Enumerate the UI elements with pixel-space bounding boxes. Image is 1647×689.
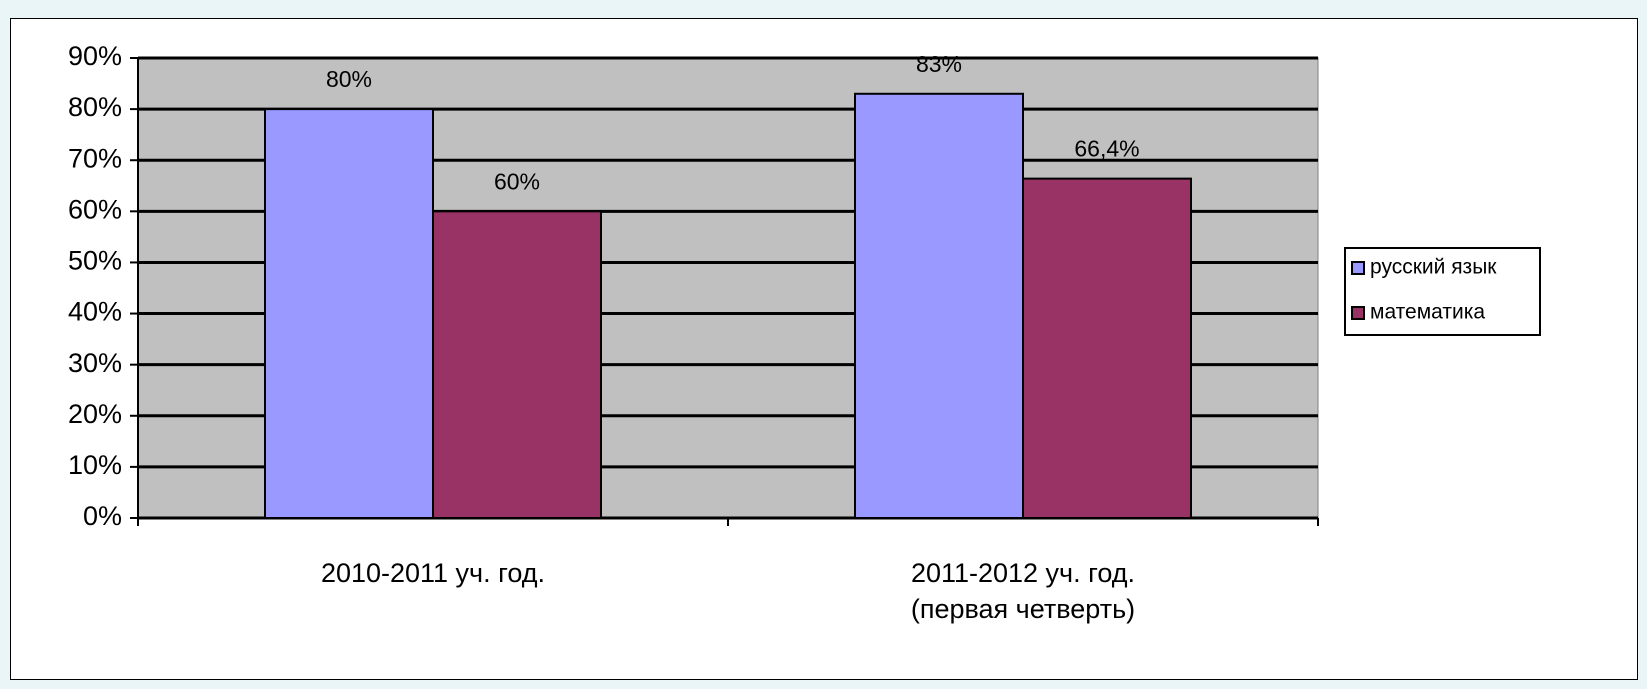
y-tick-label: 50% xyxy=(68,246,122,276)
y-tick-label: 60% xyxy=(68,194,122,224)
bar xyxy=(264,108,434,519)
x-tick-label: 2010-2011 уч. год. xyxy=(320,558,546,588)
value-label: 66,4% xyxy=(1074,136,1139,162)
y-tick-label: 10% xyxy=(68,450,122,480)
bar xyxy=(432,210,602,519)
y-tick-label: 30% xyxy=(68,348,122,378)
legend-label: русский язык xyxy=(1370,256,1497,279)
x-tick-label: 2011-2012 уч. год. (первая четверть) xyxy=(910,558,1136,624)
legend-marker xyxy=(1351,261,1365,275)
y-tick-label: 80% xyxy=(68,92,122,122)
value-label: 83% xyxy=(916,51,962,77)
y-tick-label: 0% xyxy=(83,501,122,531)
bar xyxy=(854,92,1024,520)
legend-marker xyxy=(1351,306,1365,320)
y-tick-label: 40% xyxy=(68,297,122,327)
y-tick-label: 70% xyxy=(68,143,122,173)
legend-label: математика xyxy=(1370,301,1485,324)
bar xyxy=(1022,177,1192,519)
y-tick-label: 90% xyxy=(68,41,122,71)
legend-box xyxy=(1344,247,1541,336)
value-label: 60% xyxy=(494,168,540,194)
value-label: 80% xyxy=(326,66,372,92)
y-tick-label: 20% xyxy=(68,399,122,429)
